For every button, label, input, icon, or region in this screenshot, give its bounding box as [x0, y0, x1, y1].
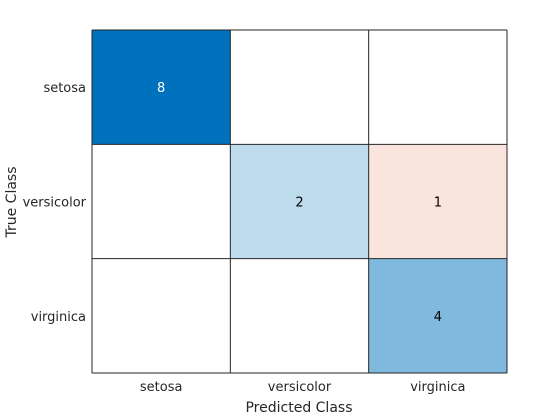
matrix-cell: [368, 144, 507, 259]
cell-value: 1: [434, 196, 442, 211]
row-tick-label: versicolor: [23, 196, 87, 211]
matrix-cell: [368, 258, 507, 373]
row-tick-label: virginica: [31, 310, 86, 325]
column-tick-label: virginica: [410, 380, 465, 395]
matrix-grid: [91, 29, 508, 374]
matrix-cell: [230, 258, 369, 373]
matrix-cell: [230, 144, 369, 259]
row-tick-label: setosa: [43, 81, 86, 96]
cell-value: 8: [157, 81, 165, 96]
matrix-cell: [92, 30, 231, 145]
row-tick-labels: setosa versicolor virginica: [23, 81, 87, 325]
column-tick-label: versicolor: [268, 380, 332, 395]
column-tick-label: setosa: [140, 380, 183, 395]
matrix-cell: [230, 30, 369, 145]
matrix-cell: [368, 30, 507, 145]
column-tick-labels: setosa versicolor virginica: [140, 380, 466, 395]
matrix-cell: [92, 258, 231, 373]
matrix-cell: [92, 144, 231, 259]
matrix-cells: [92, 30, 507, 373]
cell-value: 4: [434, 310, 442, 325]
cell-value: 2: [295, 196, 303, 211]
y-axis-title: True Class: [4, 166, 20, 238]
x-axis-title: Predicted Class: [245, 400, 352, 416]
cell-value-labels: 8 2 1 4: [157, 81, 442, 325]
